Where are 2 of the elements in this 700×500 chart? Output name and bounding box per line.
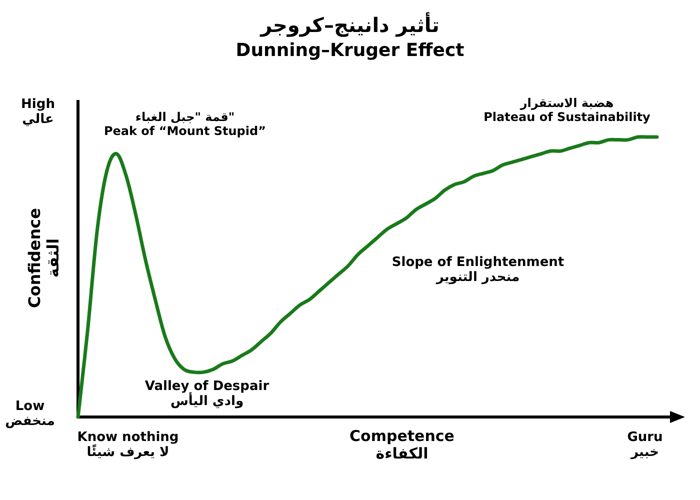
chart-title: تأثير دانينج–كروجر — [260, 12, 440, 37]
chart-subtitle: Dunning–Kruger Effect — [236, 40, 465, 61]
